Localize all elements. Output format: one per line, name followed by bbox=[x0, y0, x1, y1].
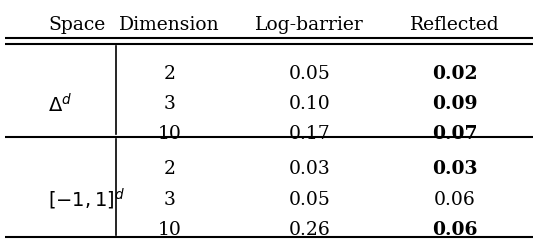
Text: 10: 10 bbox=[158, 125, 181, 143]
Text: Space: Space bbox=[48, 16, 105, 34]
Text: 0.26: 0.26 bbox=[288, 221, 330, 239]
Text: 0.06: 0.06 bbox=[434, 191, 476, 209]
Text: 0.10: 0.10 bbox=[288, 95, 330, 113]
Text: 0.17: 0.17 bbox=[288, 125, 330, 143]
Text: 0.09: 0.09 bbox=[432, 95, 477, 113]
Text: 0.05: 0.05 bbox=[288, 191, 330, 209]
Text: 0.07: 0.07 bbox=[432, 125, 477, 143]
Text: 0.03: 0.03 bbox=[288, 160, 330, 178]
Text: 2: 2 bbox=[164, 160, 175, 178]
Text: Log-barrier: Log-barrier bbox=[255, 16, 364, 34]
Text: $[-1,1]^d$: $[-1,1]^d$ bbox=[48, 187, 126, 212]
Text: 0.05: 0.05 bbox=[288, 65, 330, 83]
Text: 10: 10 bbox=[158, 221, 181, 239]
Text: 3: 3 bbox=[164, 191, 175, 209]
Text: Reflected: Reflected bbox=[410, 16, 499, 34]
Text: 3: 3 bbox=[164, 95, 175, 113]
Text: 0.02: 0.02 bbox=[432, 65, 477, 83]
Text: 0.06: 0.06 bbox=[432, 221, 477, 239]
Text: 0.03: 0.03 bbox=[432, 160, 477, 178]
Text: 2: 2 bbox=[164, 65, 175, 83]
Text: $\Delta^d$: $\Delta^d$ bbox=[48, 94, 73, 117]
Text: Dimension: Dimension bbox=[119, 16, 220, 34]
